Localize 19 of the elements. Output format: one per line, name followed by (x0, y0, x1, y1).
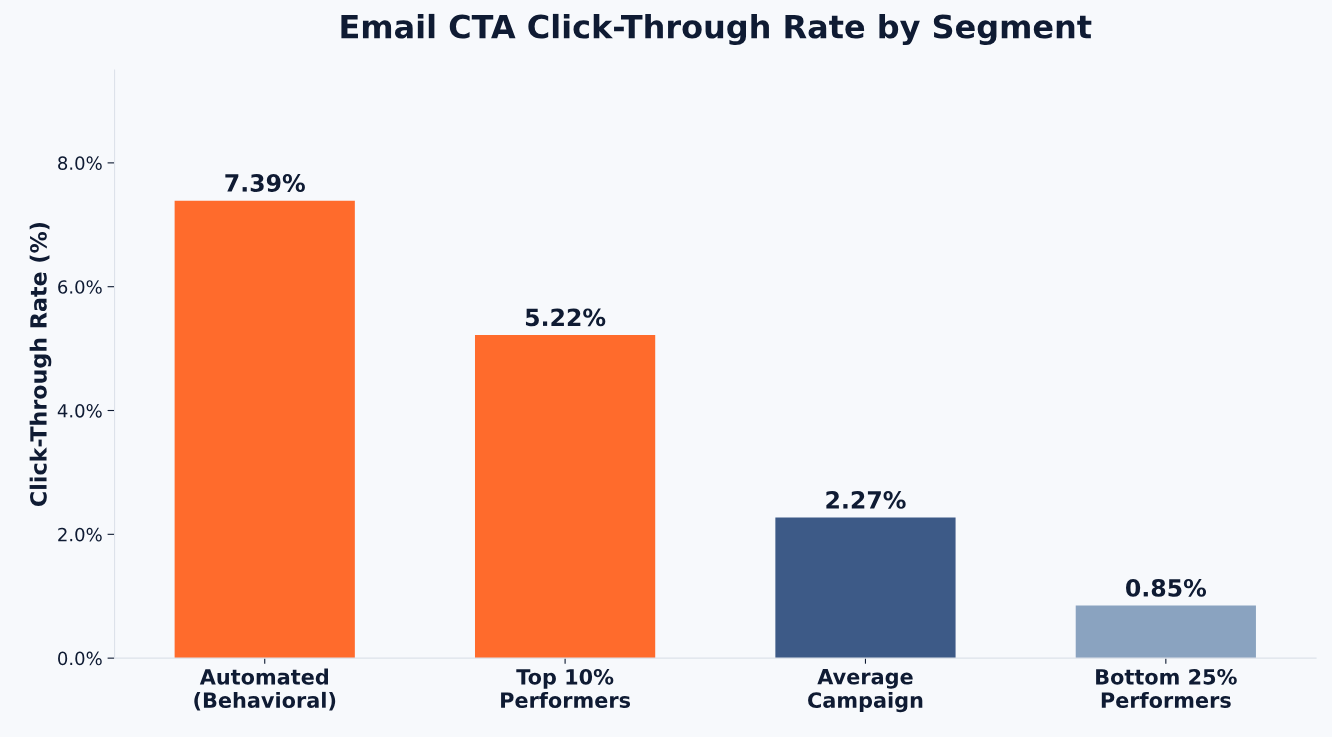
y-axis-title: Click-Through Rate (%) (29, 222, 52, 506)
y-tick-label: 4.0% (57, 403, 102, 418)
x-tick-label: Top 10% Performers (501, 668, 631, 709)
bar (474, 334, 656, 659)
data-label: 5.22% (525, 308, 606, 327)
x-tick-label: Bottom 25% Performers (1096, 668, 1237, 709)
bar (1075, 605, 1256, 659)
y-tick-label: 0.0% (58, 651, 102, 666)
x-tick-label: Average Campaign (808, 669, 923, 713)
bar (174, 200, 355, 659)
bar (775, 517, 956, 659)
x-tick-label: Automated (Behavioral) (194, 668, 336, 711)
y-tick-label: 2.0% (58, 527, 102, 542)
y-tick-label: 6.0% (58, 280, 102, 294)
data-label: 2.27% (826, 491, 906, 509)
data-label: 0.85% (1126, 578, 1207, 597)
chart-title: Email CTA Click-Through Rate by Segment (341, 13, 1092, 46)
y-tick-label: 8.0% (58, 156, 102, 170)
data-label: 7.39% (225, 174, 305, 192)
